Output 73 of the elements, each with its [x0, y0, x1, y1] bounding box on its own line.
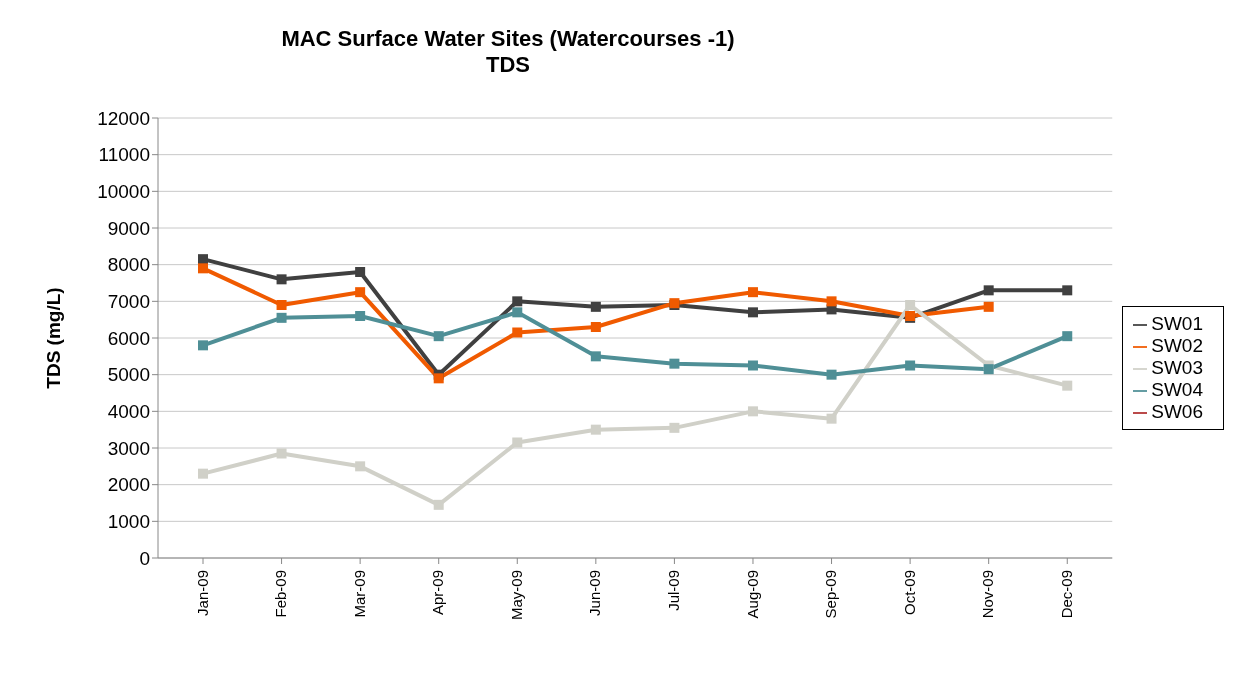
point [276, 300, 287, 310]
y-axis-title: TDS (mg/L) [42, 287, 64, 389]
point [512, 307, 523, 318]
point [1062, 285, 1073, 296]
point [276, 312, 287, 323]
point [512, 296, 523, 307]
y-tick-label: 6000 [107, 327, 150, 349]
point [905, 300, 916, 310]
legend-label: SW02 [1151, 335, 1203, 356]
point [747, 360, 758, 371]
y-tick-label: 1000 [107, 511, 150, 533]
x-tick-label: Oct-09 [900, 570, 918, 616]
point [590, 424, 601, 435]
y-tick-label: 5000 [107, 364, 150, 386]
point [198, 468, 208, 479]
x-tick-label: Sep-09 [822, 570, 840, 619]
point [198, 263, 208, 274]
y-tick-label: 12000 [97, 107, 150, 129]
point [198, 340, 208, 351]
x-tick-label: Jan-09 [193, 570, 211, 616]
point [276, 274, 287, 285]
point [669, 358, 680, 369]
point [983, 301, 994, 312]
y-tick-label: 2000 [107, 474, 150, 496]
point [433, 331, 444, 342]
y-tick-label: 4000 [107, 401, 150, 423]
legend-label: SW01 [1151, 313, 1203, 334]
point [1062, 380, 1073, 391]
point [747, 406, 758, 417]
x-tick-label: Apr-09 [429, 570, 447, 616]
y-tick-label: 3000 [107, 437, 150, 459]
x-tick-label: Nov-09 [979, 570, 997, 619]
point [512, 327, 523, 338]
x-tick-label: Mar-09 [350, 570, 368, 618]
point [198, 254, 208, 265]
point [433, 373, 444, 384]
x-tick-label: May-09 [507, 570, 525, 621]
point [355, 311, 366, 321]
chart-title: MAC Surface Water Sites (Watercourses -1) [280, 26, 736, 52]
point [355, 461, 366, 472]
point [590, 322, 601, 332]
y-tick-label: 10000 [97, 181, 150, 203]
x-tick-label: Jul-09 [665, 570, 683, 611]
point [905, 360, 916, 371]
point [355, 267, 366, 277]
legend-label: SW04 [1151, 379, 1203, 400]
point [983, 285, 994, 296]
chart-subtitle: TDS [485, 52, 531, 78]
legend-label: SW03 [1151, 357, 1203, 378]
point [983, 364, 994, 375]
point [747, 307, 758, 318]
point [1062, 331, 1073, 342]
y-tick-label: 0 [139, 547, 150, 569]
y-tick-label: 9000 [107, 217, 150, 239]
point [590, 351, 601, 362]
x-tick-label: Aug-09 [743, 570, 761, 619]
y-tick-label: 7000 [107, 291, 150, 313]
x-tick-label: Dec-09 [1057, 570, 1075, 619]
y-tick-label: 8000 [107, 254, 150, 276]
legend-label: SW06 [1151, 401, 1203, 422]
point [826, 296, 837, 307]
x-tick-label: Feb-09 [272, 570, 290, 618]
point [826, 413, 837, 424]
point [433, 499, 444, 510]
point [826, 369, 837, 380]
y-tick-label: 11000 [98, 144, 150, 166]
point [355, 287, 366, 298]
x-tick-label: Jun-09 [586, 570, 604, 616]
point [512, 437, 523, 448]
point [276, 448, 287, 459]
point [590, 301, 601, 312]
point [747, 287, 758, 298]
point [669, 422, 680, 433]
